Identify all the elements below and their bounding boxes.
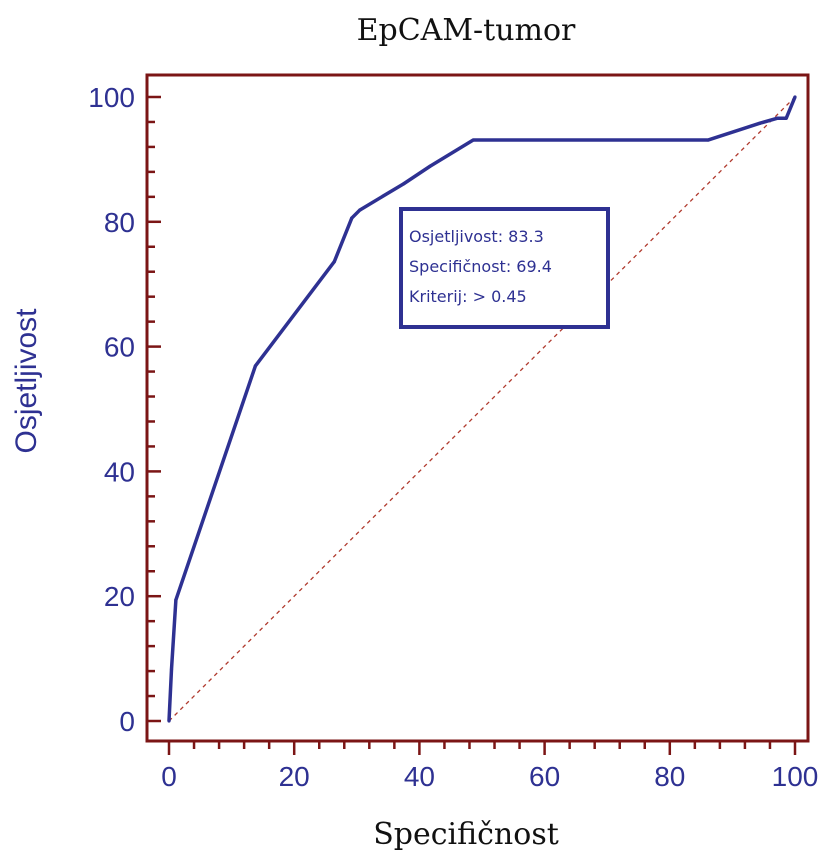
y-tick-label: 0 xyxy=(119,706,135,737)
x-tick-label: 60 xyxy=(529,761,560,792)
x-tick-label: 100 xyxy=(772,761,819,792)
annotation-specificity: Specifičnost: 69.4 xyxy=(409,257,552,276)
reference-diagonal-line xyxy=(168,96,796,722)
roc-point xyxy=(174,598,178,602)
y-tick-label: 60 xyxy=(104,332,135,363)
roc-point xyxy=(793,95,797,99)
roc-point xyxy=(775,116,780,120)
roc-point xyxy=(784,116,788,120)
roc-point xyxy=(253,364,257,368)
roc-curve-points xyxy=(167,95,797,723)
y-tick-label: 80 xyxy=(104,207,135,238)
x-tick-label: 20 xyxy=(279,761,310,792)
plot-frame xyxy=(145,73,810,743)
roc-point xyxy=(358,208,362,212)
y-axis-label: Osjetljivost xyxy=(10,308,43,454)
roc-point xyxy=(169,667,174,671)
roc-point xyxy=(471,138,475,142)
y-tick-label: 40 xyxy=(104,456,135,487)
x-axis-label: Specifičnost xyxy=(373,817,559,852)
criterion-annotation-box: Osjetljivost: 83.3 Specifičnost: 69.4 Kr… xyxy=(399,207,610,329)
y-tick-label: 100 xyxy=(88,82,135,113)
roc-point xyxy=(332,260,336,264)
x-tick-label: 0 xyxy=(161,761,177,792)
axis-tick-labels: 0 20 40 60 80 100 0 20 40 60 80 100 xyxy=(88,82,818,792)
roc-point xyxy=(758,121,762,125)
roc-point xyxy=(350,216,354,220)
x-tick-label: 80 xyxy=(654,761,685,792)
chart-title: EpCAM-tumor xyxy=(357,13,576,48)
y-tick-label: 20 xyxy=(104,581,135,612)
axis-ticks xyxy=(147,95,797,755)
roc-point xyxy=(706,138,710,142)
annotation-border xyxy=(399,207,610,329)
roc-point xyxy=(167,719,171,723)
annotation-sensitivity: Osjetljivost: 83.3 xyxy=(409,227,544,246)
annotation-criterion: Kriterij: > 0.45 xyxy=(409,287,527,306)
x-tick-label: 40 xyxy=(404,761,435,792)
roc-point xyxy=(428,164,432,168)
roc-point xyxy=(402,182,406,186)
